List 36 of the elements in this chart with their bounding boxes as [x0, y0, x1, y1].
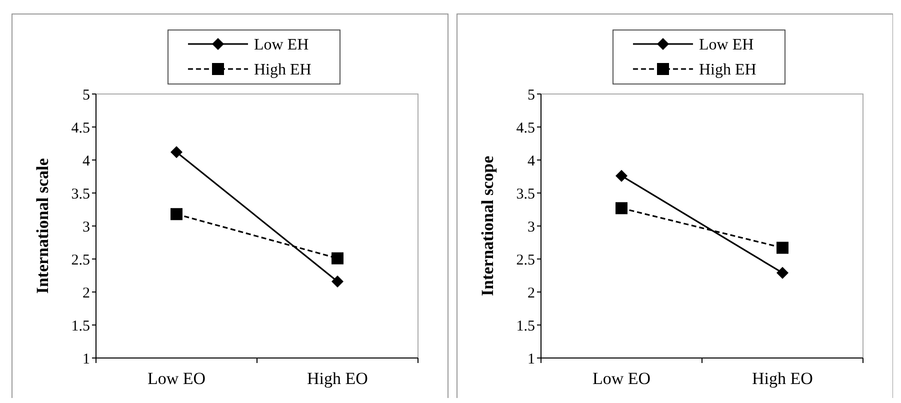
x-tick-label: Low EO: [592, 369, 651, 388]
y-tick-label: 4: [528, 153, 536, 170]
y-tick-label: 3.5: [516, 186, 535, 202]
y-tick-label: 1.5: [516, 318, 535, 334]
point: [332, 252, 344, 264]
y-tick-label: 1.5: [71, 318, 90, 334]
y-tick-label: 1: [82, 351, 90, 368]
y-tick-label: 1: [528, 351, 535, 368]
point: [776, 242, 788, 254]
y-tick-label: 5: [82, 87, 90, 104]
point: [170, 146, 182, 158]
x-tick-label: Low EO: [147, 369, 206, 388]
legend-label: Low EH: [699, 36, 754, 54]
y-axis-title: International scope: [478, 155, 497, 296]
y-tick-label: 3.5: [71, 186, 90, 202]
y-tick-label: 4.5: [71, 120, 90, 136]
x-tick-label: High EO: [307, 369, 368, 388]
y-tick-label: 2.5: [516, 252, 535, 268]
y-tick-label: 4.5: [516, 120, 535, 136]
point: [616, 170, 628, 182]
point: [616, 202, 628, 214]
y-tick-label: 2: [82, 285, 90, 302]
y-tick-label: 3: [82, 219, 90, 236]
y-tick-label: 2.5: [71, 252, 90, 268]
y-tick-label: 3: [528, 219, 535, 236]
y-tick-label: 5: [528, 87, 535, 104]
x-tick-label: High EO: [752, 369, 813, 388]
point: [170, 208, 182, 220]
point: [332, 275, 344, 288]
point: [776, 266, 788, 279]
y-tick-label: 2: [528, 285, 535, 302]
y-tick-label: 4: [82, 153, 90, 170]
legend-label: High EH: [699, 62, 757, 79]
legend-label: Low EH: [254, 36, 310, 54]
y-axis-title: International scale: [33, 158, 52, 294]
legend-label: High EH: [254, 62, 312, 79]
